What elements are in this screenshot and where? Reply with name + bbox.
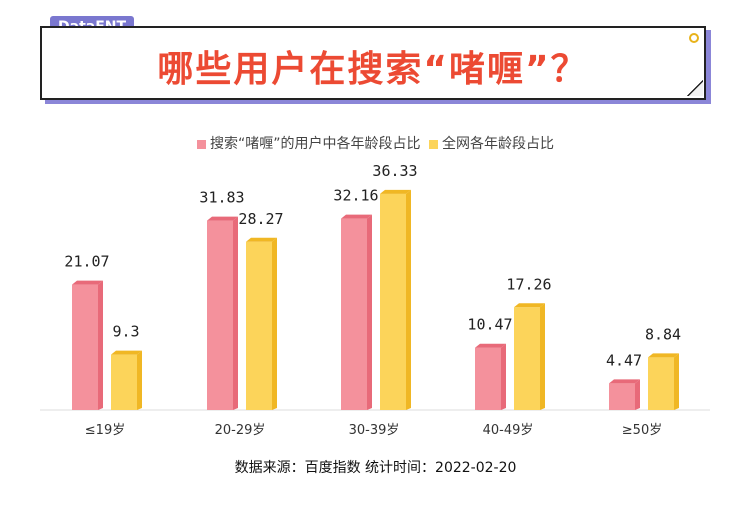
category-label-0: ≤19岁 xyxy=(85,423,125,438)
bar-s2-3 xyxy=(514,303,545,410)
bar-s1-2 xyxy=(341,214,372,410)
legend: 搜索“啫喱”的用户中各年龄段占比 全网各年龄段占比 xyxy=(0,133,751,153)
data-label-s1-2: 32.16 xyxy=(333,187,378,205)
legend-label-series2: 全网各年龄段占比 xyxy=(441,136,554,152)
bar-s2-4 xyxy=(648,353,679,410)
data-label-s1-1: 31.83 xyxy=(199,189,244,207)
data-label-s2-3: 17.26 xyxy=(506,275,551,293)
data-label-s1-0: 21.07 xyxy=(64,253,109,271)
bar-s2-0 xyxy=(111,350,142,410)
bar-s2-1 xyxy=(246,237,277,410)
data-label-s2-0: 9.3 xyxy=(112,323,139,341)
category-label-2: 30-39岁 xyxy=(349,423,400,438)
decor-dot xyxy=(689,33,699,43)
source-note: 数据来源：百度指数 统计时间：2022-02-20 xyxy=(234,460,517,476)
data-label-s2-2: 36.33 xyxy=(372,162,417,180)
bar-s2-2 xyxy=(380,189,411,410)
data-label-s1-4: 4.47 xyxy=(606,351,642,369)
chart-title: 哪些用户在搜索“啫喱”？ xyxy=(157,49,589,90)
bar-s1-0 xyxy=(72,280,103,410)
data-label-s1-3: 10.47 xyxy=(467,316,512,334)
page-fold-corner xyxy=(687,80,703,96)
legend-swatch-series2 xyxy=(428,139,438,149)
legend-label-series1: 搜索“啫喱”的用户中各年龄段占比 xyxy=(210,136,421,152)
category-label-3: 40-49岁 xyxy=(483,423,534,438)
category-label-1: 20-29岁 xyxy=(215,423,266,438)
data-label-s2-1: 28.27 xyxy=(238,210,283,228)
title-banner: 哪些用户在搜索“啫喱”？ xyxy=(40,26,706,100)
bar-s1-3 xyxy=(475,343,506,410)
data-label-s2-4: 8.84 xyxy=(645,325,681,343)
bar-s1-4 xyxy=(609,379,640,410)
legend-swatch-series1 xyxy=(197,139,207,149)
bar-s1-1 xyxy=(207,216,238,410)
category-label-4: ≥50岁 xyxy=(622,423,662,438)
